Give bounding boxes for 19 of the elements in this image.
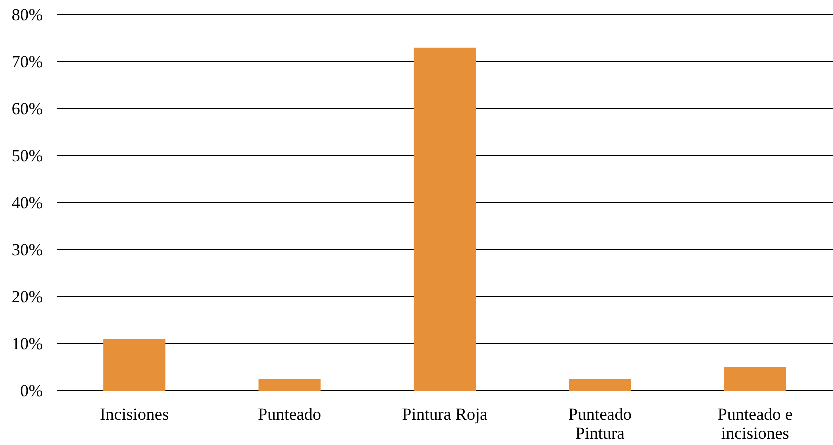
x-tick-label: Punteado e incisiones (718, 405, 793, 443)
bar (258, 379, 321, 391)
y-tick-label: 40% (12, 193, 43, 212)
x-tick-label: Punteado (258, 405, 322, 424)
y-tick-label: 50% (12, 146, 43, 166)
bar (414, 48, 476, 391)
y-tick-label: 10% (12, 334, 43, 354)
y-tick-label: 20% (12, 287, 43, 306)
y-tick-label: 30% (12, 240, 43, 260)
y-tick-label: 70% (12, 52, 43, 72)
y-tick-label: 80% (12, 5, 43, 24)
bar (724, 367, 786, 391)
x-tick-label: Punteado Pintura (568, 405, 632, 443)
y-tick-label: 0% (20, 381, 43, 400)
bar (569, 379, 632, 391)
x-tick-label: Incisiones (100, 405, 170, 424)
bar (104, 339, 166, 391)
x-tick-label: Pintura Roja (402, 405, 488, 424)
y-tick-label: 60% (12, 99, 43, 118)
